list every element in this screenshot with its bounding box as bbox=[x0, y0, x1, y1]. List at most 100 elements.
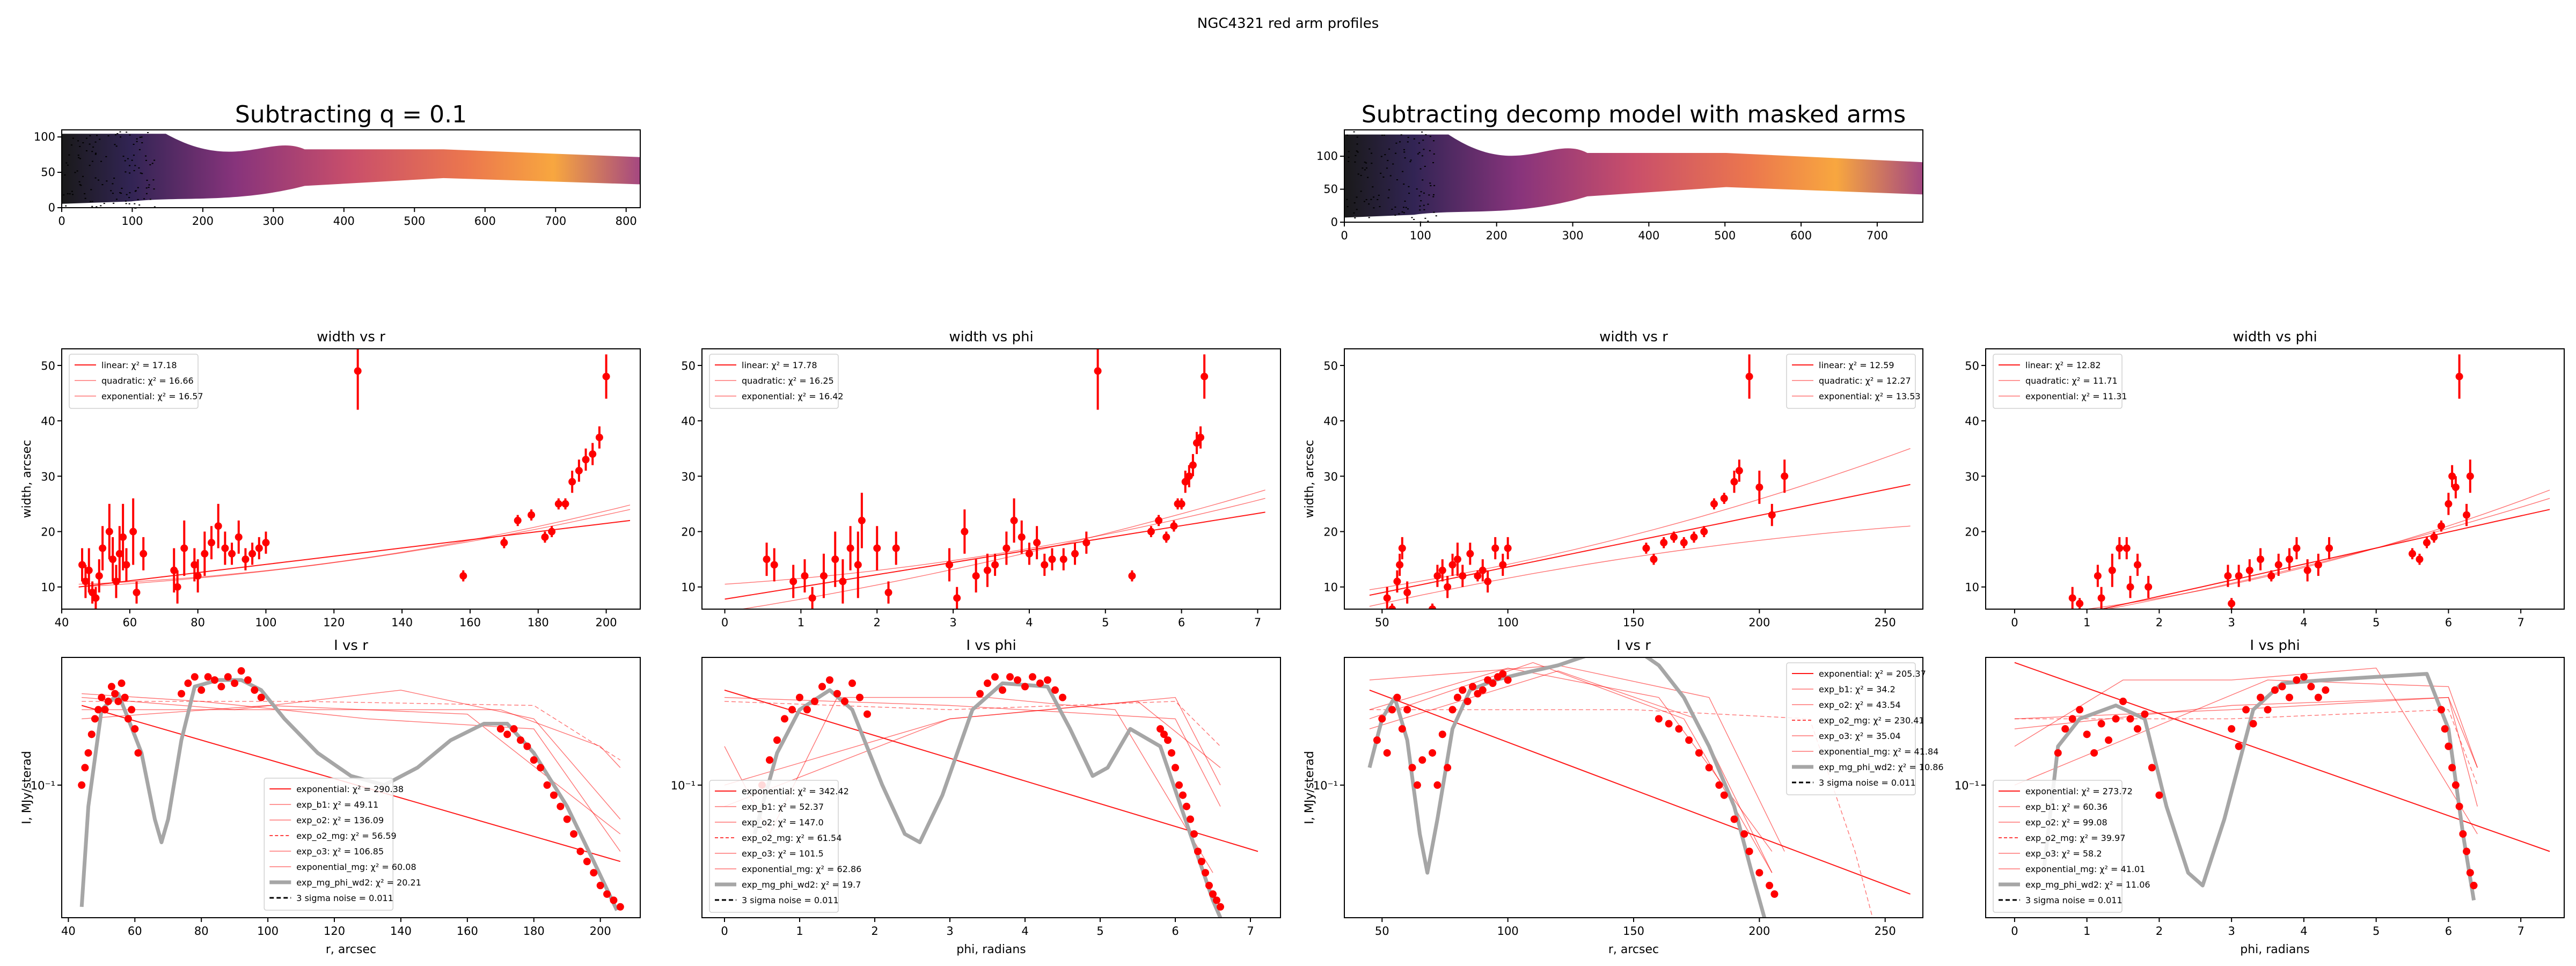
x-tick-label: 600 bbox=[474, 215, 496, 228]
data-point bbox=[1768, 511, 1776, 519]
y-tick-label: 40 bbox=[41, 415, 55, 428]
data-point bbox=[1429, 749, 1436, 757]
data-point bbox=[2069, 594, 2076, 602]
noise-pixel bbox=[1413, 219, 1415, 220]
x-tick-label: 6 bbox=[1178, 616, 1185, 629]
data-point bbox=[583, 858, 591, 865]
noise-pixel bbox=[1356, 209, 1358, 210]
data-point bbox=[94, 706, 102, 713]
data-point bbox=[118, 679, 126, 687]
data-point bbox=[603, 890, 611, 898]
legend-label: exp_mg_phi_wd2: χ² = 11.06 bbox=[2025, 880, 2150, 890]
data-point bbox=[119, 533, 127, 541]
data-point bbox=[1433, 572, 1441, 580]
data-point bbox=[603, 373, 610, 380]
data-point bbox=[1194, 847, 1202, 855]
data-point bbox=[570, 830, 577, 838]
noise-pixel bbox=[90, 201, 91, 202]
noise-pixel bbox=[127, 158, 129, 159]
data-point bbox=[2109, 567, 2116, 574]
x-tick-label: 80 bbox=[191, 616, 205, 629]
data-point bbox=[1409, 764, 1416, 771]
data-point bbox=[2293, 544, 2300, 552]
x-tick-label: 500 bbox=[404, 215, 425, 228]
data-point bbox=[1675, 725, 1682, 733]
fit-line-exponential bbox=[79, 505, 630, 584]
data-point bbox=[215, 522, 222, 530]
data-point bbox=[1021, 683, 1029, 690]
noise-pixel bbox=[1419, 206, 1421, 207]
data-point bbox=[1175, 781, 1183, 789]
data-point bbox=[109, 555, 116, 563]
data-point bbox=[354, 367, 362, 375]
noise-pixel bbox=[116, 199, 118, 200]
data-point bbox=[839, 577, 846, 585]
noise-pixel bbox=[77, 171, 78, 172]
x-tick-label: 6 bbox=[2445, 616, 2452, 629]
noise-pixel bbox=[100, 161, 102, 162]
noise-pixel bbox=[120, 136, 121, 137]
noise-pixel bbox=[98, 180, 99, 181]
fit-line-quadratic bbox=[79, 509, 630, 587]
data-point bbox=[582, 456, 590, 463]
x-tick-label: 1 bbox=[797, 616, 804, 629]
legend-label: 3 sigma noise = 0.011 bbox=[296, 893, 393, 903]
data-point bbox=[575, 467, 583, 474]
noise-pixel bbox=[1422, 179, 1423, 180]
noise-pixel bbox=[134, 165, 136, 166]
chart-panel-1: width vs r40 60 80 100 120 140 160 180 200102030… bbox=[20, 329, 640, 629]
data-point bbox=[946, 561, 953, 568]
y-tick-label: 50 bbox=[681, 360, 696, 372]
noise-pixel bbox=[1429, 182, 1431, 184]
data-point bbox=[796, 694, 803, 701]
noise-pixel bbox=[145, 160, 147, 161]
noise-pixel bbox=[1366, 199, 1367, 200]
data-point bbox=[2228, 600, 2235, 608]
noise-pixel bbox=[90, 189, 92, 190]
data-point bbox=[1403, 589, 1411, 596]
data-point bbox=[129, 528, 137, 536]
chart-panel-2: width vs phi0 1 2 3 4 5 6 71020304050 linear: χ²… bbox=[681, 329, 1280, 629]
data-point bbox=[1164, 736, 1172, 744]
data-point bbox=[197, 686, 205, 694]
data-point bbox=[2224, 572, 2231, 580]
noise-pixel bbox=[1395, 143, 1397, 144]
noise-pixel bbox=[86, 138, 87, 139]
data-point bbox=[550, 792, 558, 799]
data-point bbox=[262, 539, 269, 546]
legend-label: 3 sigma noise = 0.011 bbox=[742, 895, 839, 905]
data-point bbox=[1650, 555, 1657, 563]
data-point bbox=[1499, 561, 1506, 568]
data-point bbox=[2127, 583, 2134, 591]
data-point bbox=[85, 749, 92, 757]
noise-pixel bbox=[68, 155, 70, 156]
data-point bbox=[1179, 792, 1187, 799]
data-point bbox=[2264, 706, 2272, 713]
data-point bbox=[1439, 730, 1446, 738]
data-point bbox=[2452, 781, 2460, 789]
data-point bbox=[831, 555, 839, 563]
data-point bbox=[801, 572, 808, 580]
chart-title: width vs phi bbox=[949, 329, 1033, 345]
chart-title: I vs r bbox=[1616, 638, 1651, 654]
data-point bbox=[2076, 706, 2083, 713]
data-point bbox=[2423, 539, 2431, 546]
data-point bbox=[2257, 555, 2264, 563]
data-point bbox=[1466, 550, 1474, 558]
noise-pixel bbox=[114, 144, 115, 145]
data-point bbox=[1396, 561, 1403, 568]
y-tick-label: 40 bbox=[1965, 415, 1979, 428]
data-point bbox=[224, 673, 232, 680]
data-point bbox=[1700, 528, 1708, 536]
noise-pixel bbox=[126, 131, 127, 133]
data-point bbox=[2246, 567, 2253, 574]
x-tick-label: 6 bbox=[1172, 925, 1179, 938]
noise-pixel bbox=[74, 172, 76, 173]
data-point bbox=[1479, 686, 1487, 694]
data-point bbox=[2441, 725, 2449, 733]
noise-pixel bbox=[77, 140, 79, 141]
data-point bbox=[1399, 725, 1406, 733]
chart-panel-7: I vs r50 100 150 200 25010⁻¹r, arcsecI, MJy/… bbox=[1303, 638, 1944, 956]
data-point bbox=[1051, 686, 1059, 694]
noise-pixel bbox=[1423, 149, 1424, 150]
